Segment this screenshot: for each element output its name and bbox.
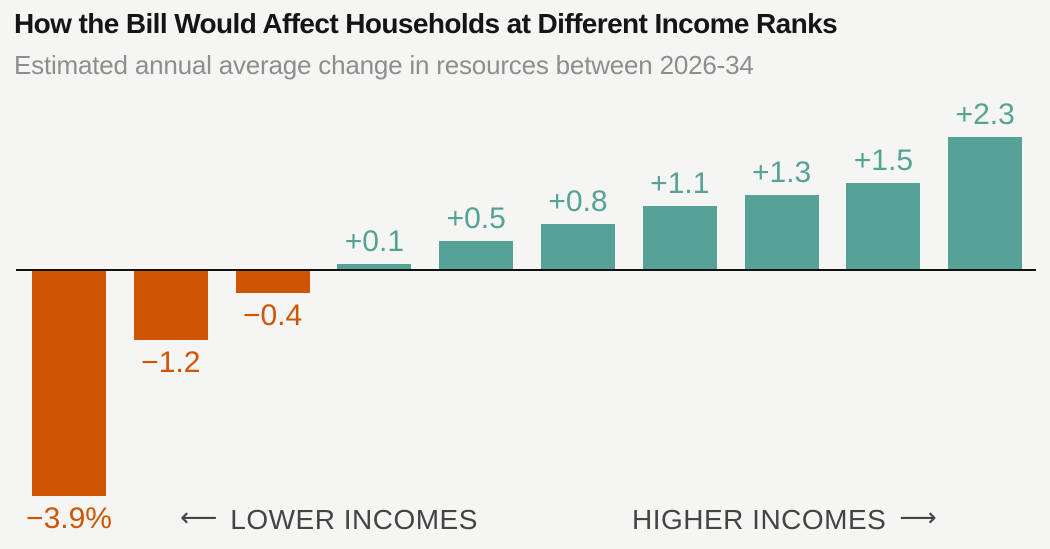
- bar-value-label: −0.4: [242, 299, 303, 333]
- bar-value-label: +0.8: [548, 184, 608, 218]
- bar: [846, 183, 921, 270]
- bar-value-label: +1.3: [751, 155, 812, 189]
- bar-value-label: +0.5: [446, 202, 506, 235]
- bar-value-label: −1.2: [141, 345, 201, 379]
- bar: [337, 264, 412, 270]
- bar-value-label: +0.1: [344, 225, 405, 259]
- bar: [642, 206, 717, 270]
- right-arrow-icon: ⟶: [899, 503, 937, 533]
- higher-incomes-label: HIGHER INCOMES: [632, 504, 887, 535]
- lower-incomes-label: LOWER INCOMES: [230, 504, 478, 535]
- bar: [439, 241, 514, 270]
- left-arrow-icon: ⟵: [180, 503, 218, 533]
- bar: [235, 270, 310, 294]
- bar-value-label: +2.3: [955, 97, 1015, 131]
- bar-value-label: +1.1: [650, 167, 710, 201]
- zero-axis-line: [16, 269, 1036, 271]
- bar: [133, 270, 208, 340]
- bar: [32, 270, 106, 497]
- chart-title: How the Bill Would Affect Households at …: [14, 8, 838, 39]
- higher-incomes-annotation: HIGHER INCOMES ⟶: [632, 503, 937, 536]
- bar: [948, 136, 1023, 270]
- lower-incomes-annotation: ⟵ LOWER INCOMES: [180, 503, 478, 536]
- chart-subtitle: Estimated annual average change in resou…: [14, 50, 754, 80]
- bar-value-label: +1.5: [853, 144, 914, 177]
- bar: [744, 194, 819, 270]
- bar: [541, 223, 615, 270]
- bar-value-label: −3.9%: [26, 502, 112, 536]
